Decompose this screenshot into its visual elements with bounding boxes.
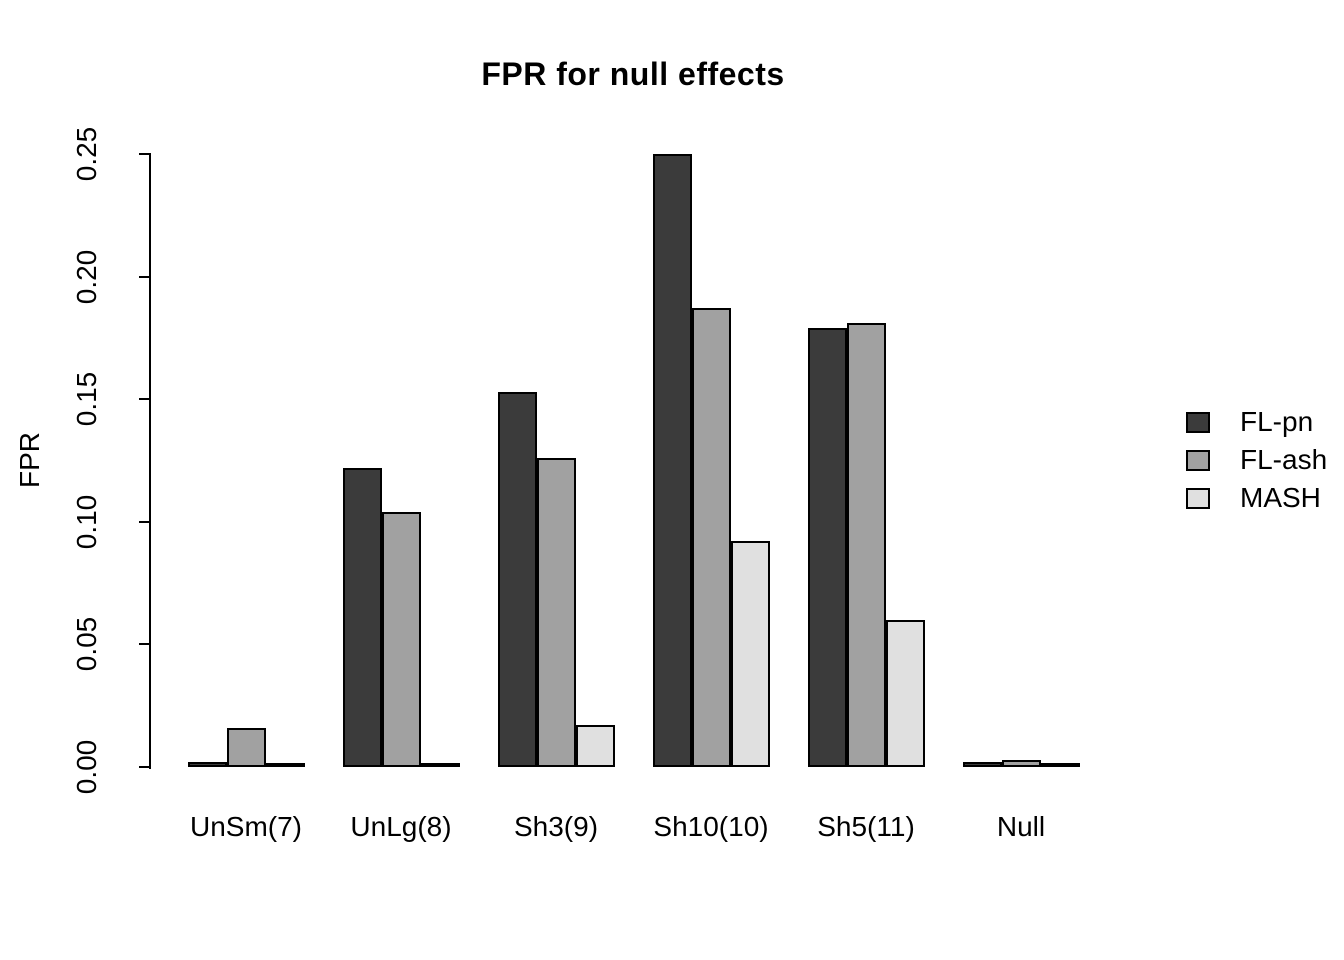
legend-label: MASH [1240, 482, 1321, 513]
bar-fl-pn-unsm7 [188, 762, 227, 767]
bar-fl-pn-sh511 [808, 328, 847, 767]
bar-fl-ash-unsm7 [227, 728, 266, 767]
legend-item: FL-ash [1186, 441, 1327, 479]
y-tick-mark [139, 521, 150, 523]
y-tick-label: 0.25 [71, 126, 102, 182]
bar-mash-sh511 [886, 620, 925, 767]
chart-title: FPR for null effects [481, 56, 785, 92]
bar-fl-pn-null [963, 762, 1002, 767]
y-tick-label: 0.15 [71, 371, 102, 427]
bar-fl-pn-sh39 [498, 392, 537, 767]
y-tick-label: 0.05 [71, 616, 102, 672]
y-axis-title: FPR [14, 432, 45, 488]
bar-mash-unlg8 [421, 763, 460, 767]
legend-swatch-fl-pn [1186, 411, 1210, 433]
y-axis-line [149, 153, 151, 769]
legend-item: MASH [1186, 479, 1327, 517]
legend: FL-pn FL-ash MASH [1186, 403, 1327, 517]
x-category-label: UnSm(7) [189, 811, 303, 842]
y-tick-mark [139, 766, 150, 768]
legend-label: FL-pn [1240, 406, 1314, 437]
bar-mash-unsm7 [266, 763, 305, 767]
bar-fl-ash-unlg8 [382, 512, 421, 767]
bar-fl-ash-sh39 [537, 458, 576, 767]
legend-swatch-mash [1186, 487, 1210, 509]
x-category-label: Sh3(9) [513, 811, 599, 842]
bar-fl-ash-null [1002, 760, 1041, 767]
y-tick-mark [139, 398, 150, 400]
bar-fl-ash-sh511 [847, 323, 886, 767]
x-category-label: Sh5(11) [817, 811, 915, 842]
bar-mash-sh1010 [731, 541, 770, 767]
legend-item: FL-pn [1186, 403, 1327, 441]
y-tick-label: 0.00 [71, 739, 102, 795]
x-category-label: UnLg(8) [350, 811, 452, 842]
y-tick-mark [139, 276, 150, 278]
y-tick-mark [139, 153, 150, 155]
x-category-label: Sh10(10) [653, 811, 769, 842]
x-category-label: Null [996, 811, 1046, 842]
bar-mash-null [1041, 763, 1080, 767]
y-tick-label: 0.20 [71, 249, 102, 305]
y-tick-mark [139, 643, 150, 645]
bar-fl-pn-unlg8 [343, 468, 382, 767]
bar-fl-pn-sh1010 [653, 154, 692, 767]
y-tick-label: 0.10 [71, 494, 102, 550]
legend-label: FL-ash [1240, 444, 1328, 475]
bar-fl-ash-sh1010 [692, 308, 731, 767]
bar-mash-sh39 [576, 725, 615, 767]
legend-swatch-fl-ash [1186, 449, 1210, 471]
